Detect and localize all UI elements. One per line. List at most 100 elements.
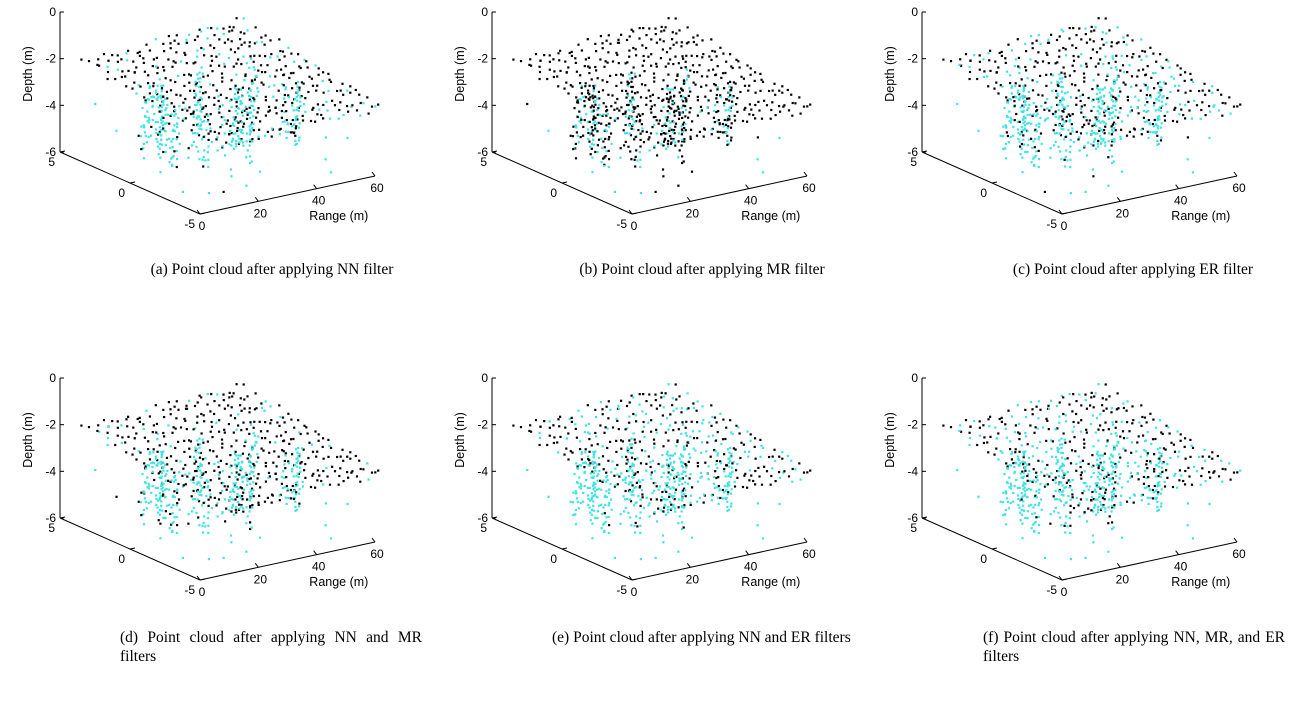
kept-point [276, 112, 278, 114]
depth-tick-label: -2 [907, 418, 918, 432]
removed-point [1022, 495, 1024, 497]
removed-point [272, 96, 274, 98]
range-tick-label: 40 [312, 194, 326, 208]
removed-point [1164, 481, 1166, 483]
kept-point [210, 393, 212, 395]
kept-point [604, 146, 606, 148]
removed-point [678, 474, 680, 476]
kept-point [718, 137, 720, 139]
kept-point [675, 383, 677, 385]
removed-point [245, 106, 247, 108]
kept-point [999, 52, 1001, 54]
kept-point [194, 39, 196, 41]
removed-point [1176, 430, 1178, 432]
kept-point [149, 415, 151, 417]
removed-point [243, 79, 245, 81]
kept-point [270, 53, 272, 55]
kept-point [318, 74, 320, 76]
kept-point [1220, 94, 1222, 96]
kept-point [286, 119, 288, 121]
removed-point [587, 498, 589, 500]
kept-point [608, 123, 610, 125]
removed-point [297, 460, 299, 462]
kept-point [588, 141, 590, 143]
removed-point [273, 84, 275, 86]
removed-point [1005, 509, 1007, 511]
removed-point [1108, 477, 1110, 479]
kept-point [1088, 463, 1090, 465]
kept-point [1176, 121, 1178, 123]
kept-point [249, 421, 251, 423]
removed-point [725, 475, 727, 477]
kept-point [1061, 110, 1063, 112]
removed-point [1044, 468, 1046, 470]
removed-point [675, 445, 677, 447]
kept-point [1150, 77, 1152, 79]
kept-point [775, 114, 777, 116]
kept-point [792, 102, 794, 104]
removed-point [1094, 489, 1096, 491]
kept-point [1224, 468, 1226, 470]
removed-point [1036, 81, 1038, 83]
kept-point [528, 64, 530, 66]
removed-point [1098, 496, 1100, 498]
removed-point [294, 510, 296, 512]
kept-point [322, 437, 324, 439]
removed-point [1084, 116, 1086, 118]
kept-point [571, 417, 573, 419]
removed-point [598, 470, 600, 472]
kept-point [723, 102, 725, 104]
removed-point [295, 109, 297, 111]
removed-point [257, 136, 259, 138]
removed-point [155, 456, 157, 458]
removed-point [633, 432, 635, 434]
kept-point [539, 60, 541, 62]
kept-point [1205, 114, 1207, 116]
kept-point [305, 426, 307, 428]
kept-point [127, 436, 129, 438]
kept-point [1030, 138, 1032, 140]
removed-point [164, 130, 166, 132]
removed-point [717, 452, 719, 454]
removed-point [711, 495, 713, 497]
removed-point [626, 447, 628, 449]
removed-point [1030, 504, 1032, 506]
removed-point [608, 166, 610, 168]
kept-point [669, 97, 671, 99]
kept-point [1115, 55, 1117, 57]
removed-point [1119, 473, 1121, 475]
kept-point [1073, 70, 1075, 72]
removed-point [615, 118, 617, 120]
kept-point [166, 97, 168, 99]
kept-point [983, 70, 985, 72]
kept-point [242, 422, 244, 424]
kept-point [648, 136, 650, 138]
removed-point [1070, 139, 1072, 141]
removed-point [1150, 96, 1152, 98]
kept-point [316, 113, 318, 115]
removed-point [1030, 401, 1032, 403]
removed-point [144, 131, 146, 133]
kept-point [969, 71, 971, 73]
kept-point [809, 470, 811, 472]
kept-point [725, 61, 727, 63]
removed-point [1114, 489, 1116, 491]
kept-point [591, 78, 593, 80]
removed-point [1108, 132, 1110, 134]
kept-point [1064, 159, 1066, 161]
removed-point [1111, 107, 1113, 109]
removed-point [294, 144, 296, 146]
removed-point [1069, 517, 1071, 519]
kept-point [640, 133, 642, 135]
kept-point [240, 397, 242, 399]
kept-point [360, 468, 362, 470]
kept-point [950, 426, 952, 428]
kept-point [182, 102, 184, 104]
kept-point [736, 97, 738, 99]
kept-point [186, 428, 188, 430]
kept-point [340, 90, 342, 92]
kept-point [579, 448, 581, 450]
removed-point [1149, 131, 1151, 133]
removed-point [183, 118, 185, 120]
removed-point [626, 498, 628, 500]
